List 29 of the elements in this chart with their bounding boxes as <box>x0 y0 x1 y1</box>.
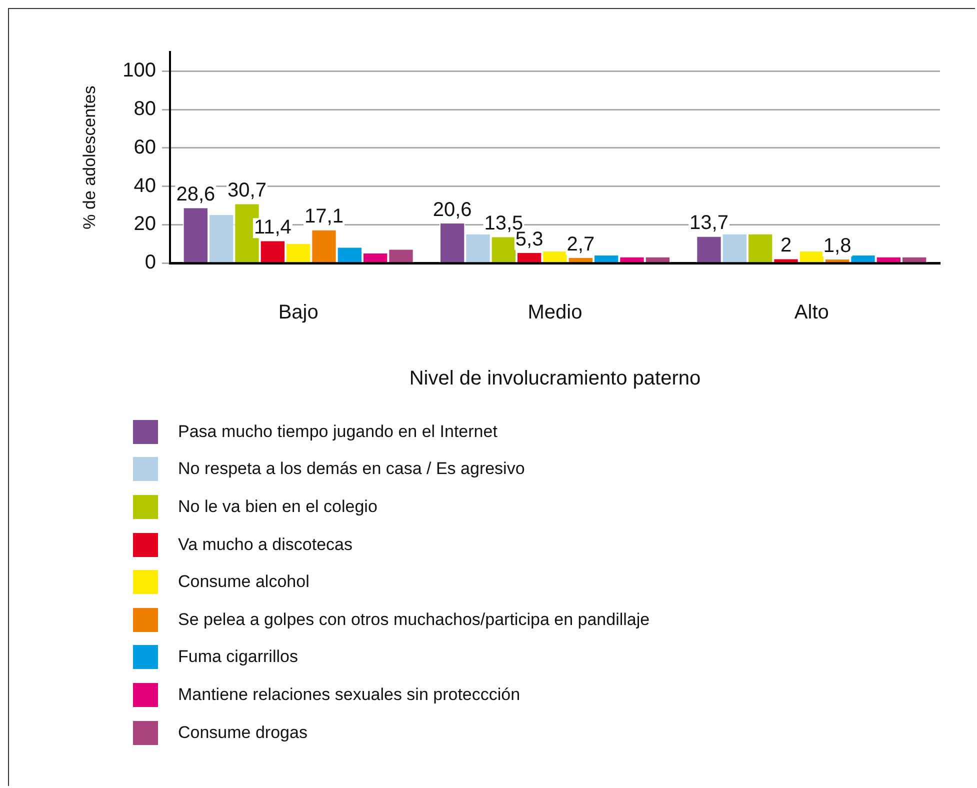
legend-label: Mantiene relaciones sexuales sin proteccción <box>178 684 520 705</box>
data-label: 2,7 <box>566 233 595 256</box>
legend-label: Consume alcohol <box>178 572 310 592</box>
data-label: 1,8 <box>823 235 852 258</box>
x-tick-label: Bajo <box>278 302 318 324</box>
legend-label: No le va bien en el colegio <box>178 496 378 517</box>
x-axis-title: Nivel de involucramiento paterno <box>409 368 701 390</box>
data-label: 20,6 <box>432 199 472 221</box>
legend-label: Se pelea a golpes con otros muchachos/participa en pandillaje <box>178 610 650 630</box>
data-label: 13,7 <box>690 212 728 234</box>
y-tick-label: 100 <box>122 60 156 82</box>
y-tick-label: 60 <box>134 136 156 158</box>
data-label: 2 <box>780 234 792 257</box>
y-tick-label: 20 <box>134 213 156 236</box>
legend-label: Consume drogas <box>178 722 308 743</box>
y-tick-label: 80 <box>134 98 156 120</box>
legend-label: Va mucho a discotecas <box>178 534 352 555</box>
y-tick-label: 40 <box>134 174 156 197</box>
legend-label: Fuma cigarrillos <box>178 647 298 668</box>
y-tick-label: 0 <box>144 252 156 274</box>
data-label: 17,1 <box>304 206 344 228</box>
legend-label: No respeta a los demás en casa / Es agresivo <box>178 459 525 480</box>
legend-label: Pasa mucho tiempo jugando en el Internet <box>178 422 498 442</box>
x-tick-label: Alto <box>794 302 829 324</box>
data-label: 28,6 <box>176 184 216 206</box>
data-label: 30,7 <box>228 180 266 202</box>
data-label: 11,4 <box>254 216 292 239</box>
y-axis-title: % de adolescentes <box>80 86 99 230</box>
x-tick-label: Medio <box>528 302 582 324</box>
